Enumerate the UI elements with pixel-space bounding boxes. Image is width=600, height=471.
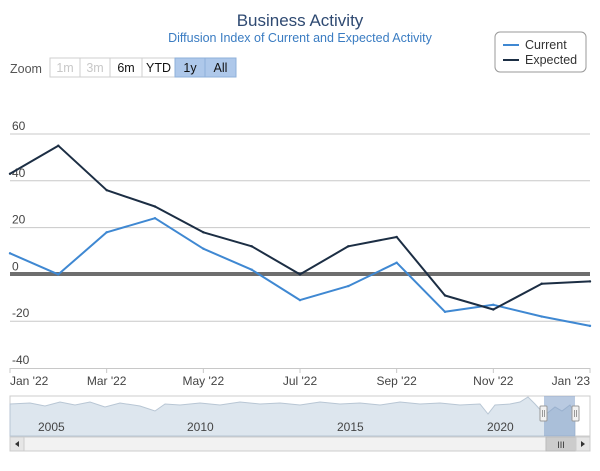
zoom-button-3m-label: 3m bbox=[86, 61, 103, 75]
gridlines bbox=[10, 133, 590, 322]
series-point-expected-8 bbox=[395, 235, 398, 239]
series-point-expected-1 bbox=[57, 144, 60, 147]
scrollbar[interactable]: III bbox=[9, 436, 591, 452]
zoom-button-6m-label: 6m bbox=[117, 61, 134, 75]
series-point-expected-10 bbox=[492, 308, 495, 311]
navigator-selected-range[interactable] bbox=[544, 396, 575, 436]
series-point-expected-3 bbox=[153, 205, 157, 208]
plot-area: -40 -20 0 20 40 60 Jan '22 Mar '22 May '22 Jul '… bbox=[8, 119, 592, 388]
series-point-current-5 bbox=[250, 268, 253, 271]
navigator-year-2020: 2020 bbox=[487, 420, 514, 434]
series-point-current-7 bbox=[347, 284, 350, 288]
y-tick-label-60: 60 bbox=[12, 119, 26, 133]
series-point-current-6 bbox=[298, 298, 302, 302]
scrollbar-thumb[interactable]: III bbox=[545, 436, 577, 452]
x-tick-label-3: Jul '22 bbox=[283, 374, 318, 388]
y-axis-labels: -40 -20 0 20 40 60 bbox=[12, 119, 30, 367]
x-tick-label-1: Mar '22 bbox=[87, 374, 127, 388]
zoom-button-ytd-label: YTD bbox=[146, 61, 171, 75]
zoom-button-1y-label: 1y bbox=[183, 61, 197, 75]
series-point-expected-9 bbox=[443, 294, 447, 297]
navigator-year-2005: 2005 bbox=[38, 420, 65, 434]
scroll-left-button[interactable] bbox=[9, 436, 25, 452]
legend-box bbox=[494, 31, 587, 73]
series-point-current-12 bbox=[588, 324, 592, 328]
chart-title: Business Activity bbox=[237, 11, 364, 30]
y-tick-label-0: 0 bbox=[12, 259, 19, 273]
series-point-expected-7 bbox=[347, 245, 350, 248]
y-tick-label--20: -20 bbox=[12, 306, 30, 320]
legend[interactable]: Current Expected bbox=[494, 31, 587, 73]
arrow-right-icon bbox=[581, 441, 585, 447]
series-point-expected-2 bbox=[105, 188, 108, 192]
series-point-current-3 bbox=[153, 217, 157, 220]
y-tick-label-20: 20 bbox=[12, 213, 26, 227]
arrow-left-icon bbox=[15, 441, 19, 447]
navigator-year-2015: 2015 bbox=[337, 420, 364, 434]
series-point-current-0 bbox=[8, 252, 12, 255]
chart-subtitle: Diffusion Index of Current and Expected … bbox=[168, 31, 433, 45]
scrollbar-track[interactable] bbox=[9, 436, 591, 452]
zoom-button-6m[interactable]: 6m bbox=[109, 57, 143, 78]
x-tick-label-0: Jan '22 bbox=[10, 374, 49, 388]
range-selector: Zoom 1m 3m 6m YTD 1y All bbox=[10, 57, 237, 78]
zoom-button-all[interactable]: All bbox=[204, 57, 237, 78]
zoom-button-1m[interactable]: 1m bbox=[49, 57, 81, 78]
series-point-expected-11 bbox=[540, 282, 543, 285]
series-point-current-1 bbox=[57, 273, 60, 276]
series-point-expected-0 bbox=[8, 172, 12, 175]
navigator-right-handle[interactable] bbox=[571, 405, 580, 422]
series-point-current-4 bbox=[202, 247, 205, 250]
series-point-expected-5 bbox=[250, 245, 253, 248]
zoom-button-3m[interactable]: 3m bbox=[79, 57, 111, 78]
series-point-current-10 bbox=[492, 303, 495, 307]
x-tick-label-4: Sep '22 bbox=[377, 374, 418, 388]
navigator[interactable]: 2005 2010 2015 2020 bbox=[9, 395, 591, 437]
zoom-button-ytd[interactable]: YTD bbox=[141, 57, 176, 78]
scroll-right-button[interactable] bbox=[575, 436, 591, 452]
legend-expected-label[interactable]: Expected bbox=[525, 53, 577, 67]
legend-current-label[interactable]: Current bbox=[525, 38, 567, 52]
zoom-button-1y[interactable]: 1y bbox=[174, 57, 206, 78]
x-axis-labels: Jan '22 Mar '22 May '22 Jul '22 Sep '22 Nov '… bbox=[9, 368, 591, 388]
zoom-button-all-label: All bbox=[214, 61, 228, 75]
x-tick-label-2: May '22 bbox=[183, 374, 225, 388]
scrollbar-grip-icon: III bbox=[557, 440, 565, 450]
series-point-current-2 bbox=[105, 231, 108, 234]
zoom-label: Zoom bbox=[10, 62, 42, 76]
series-point-current-9 bbox=[443, 310, 447, 314]
series-point-current-11 bbox=[540, 315, 543, 318]
series-point-current-8 bbox=[395, 261, 398, 264]
zoom-button-1m-label: 1m bbox=[56, 61, 73, 75]
navigator-year-2010: 2010 bbox=[187, 420, 214, 434]
y-tick-label-40: 40 bbox=[12, 166, 26, 180]
series-point-expected-6 bbox=[298, 273, 302, 276]
series-point-expected-12 bbox=[588, 280, 592, 283]
y-tick-label--40: -40 bbox=[12, 353, 30, 367]
series-point-expected-4 bbox=[202, 231, 205, 234]
series-layer bbox=[8, 144, 592, 328]
x-tick-label-6: Jan '23 bbox=[552, 374, 591, 388]
x-tick-label-5: Nov '22 bbox=[473, 374, 514, 388]
navigator-left-handle[interactable] bbox=[539, 405, 548, 422]
